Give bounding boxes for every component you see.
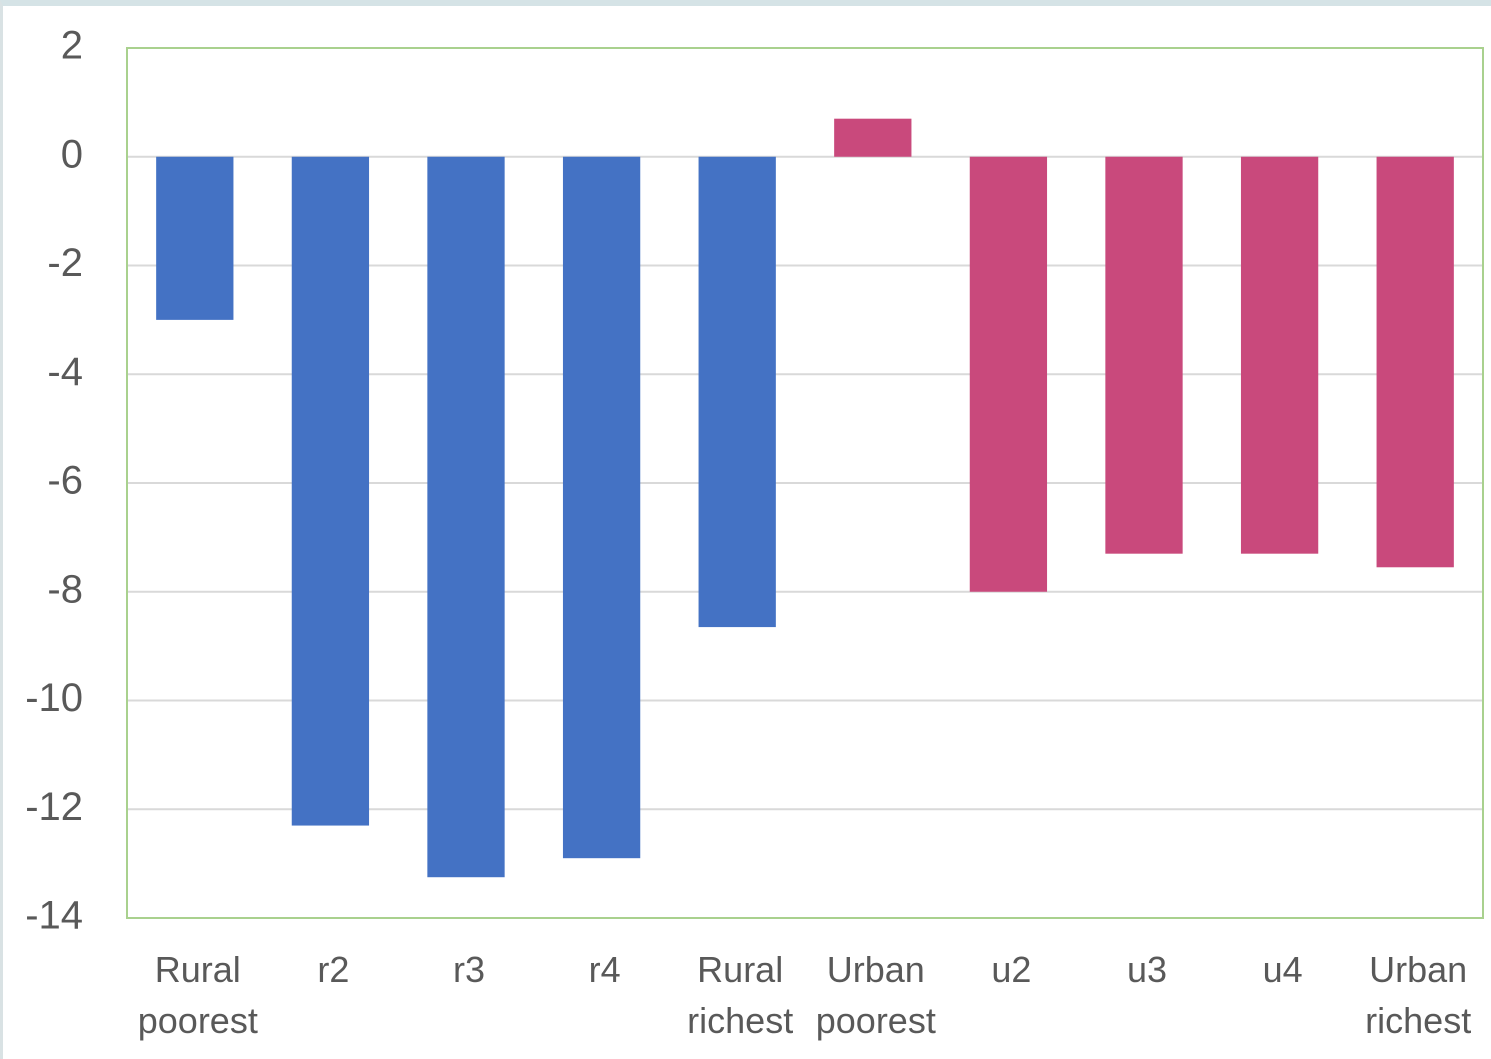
chart: -14 -12 -10 -8 -6 -4 -2 0 2 (25, 24, 1484, 938)
x-tick-label: Urban richest (1365, 949, 1472, 1041)
bar (834, 118, 912, 157)
bar (562, 156, 641, 859)
y-tick-label: -12 (25, 785, 83, 829)
x-tick-label: Urban poorest (815, 949, 936, 1041)
y-tick-label: -10 (25, 676, 83, 720)
x-tick-label: r3 (452, 949, 485, 990)
bar (1376, 156, 1454, 568)
y-tick-label: -8 (47, 567, 83, 611)
y-tick-label: -6 (47, 459, 83, 503)
bar (1240, 156, 1319, 554)
bar (156, 156, 234, 320)
bar (291, 156, 370, 826)
y-tick-label: 0 (61, 132, 83, 176)
x-tick-label: r4 (588, 949, 621, 990)
y-tick-label: -4 (47, 350, 83, 394)
y-tick-label: -2 (47, 241, 83, 285)
bar (698, 156, 776, 628)
x-tick-label: u3 (1126, 949, 1167, 990)
bar (1105, 156, 1183, 554)
bar (969, 156, 1048, 592)
plot-border (126, 47, 1484, 919)
y-tick-label: -14 (25, 894, 83, 938)
x-tick-label: Rural richest (687, 949, 794, 1041)
bar (427, 156, 505, 878)
x-tick-label: u4 (1262, 949, 1303, 990)
x-tick-label: u2 (991, 949, 1032, 990)
y-tick-label: 2 (61, 24, 83, 68)
x-tick-label: Rural poorest (137, 949, 258, 1041)
x-tick-label: r2 (317, 949, 350, 990)
